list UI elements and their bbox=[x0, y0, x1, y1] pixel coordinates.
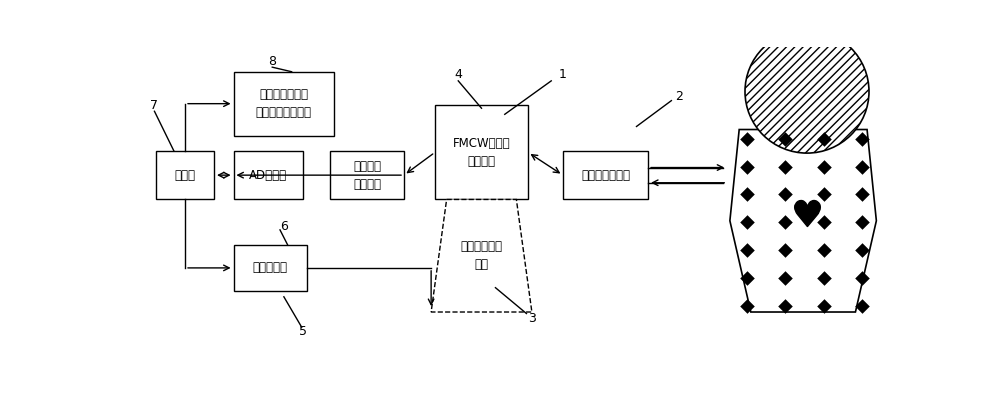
Text: AD采集卡: AD采集卡 bbox=[249, 169, 287, 182]
Point bbox=[777, 247, 793, 253]
Point bbox=[816, 219, 832, 226]
Polygon shape bbox=[431, 199, 532, 312]
Point bbox=[777, 275, 793, 281]
Text: 2: 2 bbox=[675, 90, 683, 103]
Point bbox=[816, 164, 832, 170]
Bar bbox=[156, 151, 214, 199]
Point bbox=[854, 219, 870, 226]
Text: 8: 8 bbox=[268, 55, 276, 68]
Bar bbox=[330, 151, 404, 199]
Point bbox=[799, 210, 815, 216]
Point bbox=[777, 135, 793, 142]
Ellipse shape bbox=[745, 30, 869, 153]
Text: 5: 5 bbox=[299, 325, 307, 338]
Point bbox=[777, 164, 793, 170]
Point bbox=[854, 135, 870, 142]
Point bbox=[854, 303, 870, 309]
Text: 中频信号
调理电路: 中频信号 调理电路 bbox=[353, 160, 381, 191]
Bar bbox=[234, 72, 334, 135]
Point bbox=[739, 164, 755, 170]
Polygon shape bbox=[730, 130, 876, 312]
Text: 1: 1 bbox=[559, 68, 567, 81]
Bar bbox=[234, 151, 303, 199]
Text: 3: 3 bbox=[528, 312, 536, 325]
Point bbox=[739, 135, 755, 142]
Point bbox=[816, 247, 832, 253]
Bar bbox=[563, 151, 648, 199]
Point bbox=[854, 164, 870, 170]
Bar bbox=[234, 245, 307, 291]
Point bbox=[816, 135, 832, 142]
Point bbox=[739, 247, 755, 253]
Point bbox=[816, 275, 832, 281]
Bar bbox=[435, 105, 528, 199]
Point bbox=[777, 303, 793, 309]
Point bbox=[739, 219, 755, 226]
Text: 6: 6 bbox=[280, 220, 288, 233]
Point bbox=[739, 191, 755, 198]
Text: 7: 7 bbox=[150, 99, 158, 112]
Text: 上位机软件（控
制、处理及显示）: 上位机软件（控 制、处理及显示） bbox=[256, 88, 312, 119]
Point bbox=[816, 303, 832, 309]
Text: 电机驱动器: 电机驱动器 bbox=[253, 261, 288, 275]
Point bbox=[854, 191, 870, 198]
Text: 窄波束透镜天线: 窄波束透镜天线 bbox=[581, 169, 630, 182]
Point bbox=[816, 191, 832, 198]
Text: 智能波束控制
机构: 智能波束控制 机构 bbox=[460, 240, 503, 271]
Point bbox=[854, 275, 870, 281]
Point bbox=[777, 219, 793, 226]
Text: 计算机: 计算机 bbox=[175, 169, 196, 182]
Point bbox=[739, 275, 755, 281]
Text: 4: 4 bbox=[454, 68, 462, 81]
Point bbox=[854, 247, 870, 253]
Point bbox=[777, 191, 793, 198]
Text: FMCW体制毫
米波雷达: FMCW体制毫 米波雷达 bbox=[453, 137, 510, 168]
Point bbox=[739, 303, 755, 309]
